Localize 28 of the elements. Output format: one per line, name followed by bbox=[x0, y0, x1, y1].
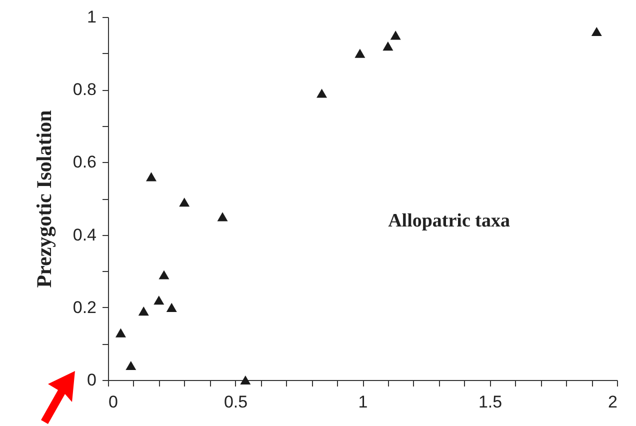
y-tick-label: 0.2 bbox=[72, 298, 96, 317]
point bbox=[146, 172, 157, 182]
point bbox=[158, 270, 170, 280]
point bbox=[179, 198, 190, 207]
y-tick-label: 0.4 bbox=[72, 225, 96, 244]
point bbox=[354, 48, 366, 58]
point bbox=[217, 212, 228, 222]
x-tick-label: 1 bbox=[358, 392, 368, 412]
point bbox=[115, 328, 126, 338]
point bbox=[382, 42, 394, 51]
x-tick-label: 0.5 bbox=[224, 392, 248, 412]
point bbox=[166, 302, 177, 312]
point bbox=[154, 296, 164, 305]
point bbox=[390, 30, 401, 40]
point bbox=[138, 306, 149, 316]
point bbox=[316, 88, 328, 98]
y-tick-label: 0 bbox=[87, 370, 96, 390]
x-tick-label: 0 bbox=[108, 392, 118, 412]
y-tick-label: 0.8 bbox=[72, 80, 96, 100]
y-axis-title: Prezygotic Isolation bbox=[32, 110, 56, 288]
y-tick-label: 0.6 bbox=[72, 152, 96, 172]
point bbox=[126, 360, 136, 370]
x-tick-label: 1.5 bbox=[478, 392, 502, 412]
x-tick-label: 2 bbox=[608, 392, 618, 412]
point bbox=[591, 26, 602, 36]
annotation: Allopatric taxa bbox=[388, 210, 510, 232]
y-tick-label: 1 bbox=[87, 8, 96, 26]
point bbox=[240, 375, 251, 385]
